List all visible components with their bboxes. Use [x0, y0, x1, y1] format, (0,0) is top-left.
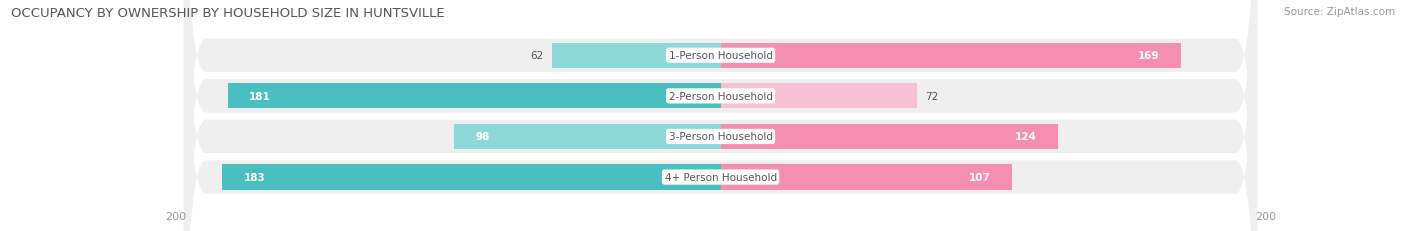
FancyBboxPatch shape: [184, 0, 1257, 231]
Text: 1-Person Household: 1-Person Household: [669, 51, 772, 61]
Text: 2-Person Household: 2-Person Household: [669, 91, 772, 101]
Text: OCCUPANCY BY OWNERSHIP BY HOUSEHOLD SIZE IN HUNTSVILLE: OCCUPANCY BY OWNERSHIP BY HOUSEHOLD SIZE…: [11, 7, 444, 20]
Bar: [454, 124, 721, 149]
Text: 4+ Person Household: 4+ Person Household: [665, 172, 776, 182]
Bar: [721, 165, 1012, 190]
Bar: [551, 43, 721, 69]
Text: 183: 183: [243, 172, 266, 182]
Bar: [228, 84, 721, 109]
Text: Source: ZipAtlas.com: Source: ZipAtlas.com: [1284, 7, 1395, 17]
FancyBboxPatch shape: [184, 0, 1257, 231]
Text: 169: 169: [1137, 51, 1159, 61]
FancyBboxPatch shape: [184, 0, 1257, 231]
FancyBboxPatch shape: [184, 0, 1257, 231]
Text: 72: 72: [925, 91, 938, 101]
Text: 62: 62: [530, 51, 544, 61]
Bar: [721, 43, 1181, 69]
Text: 98: 98: [475, 132, 489, 142]
Text: 3-Person Household: 3-Person Household: [669, 132, 772, 142]
Bar: [222, 165, 721, 190]
Text: 181: 181: [249, 91, 271, 101]
Text: 124: 124: [1015, 132, 1036, 142]
Text: 107: 107: [969, 172, 990, 182]
Bar: [721, 124, 1059, 149]
Bar: [721, 84, 917, 109]
